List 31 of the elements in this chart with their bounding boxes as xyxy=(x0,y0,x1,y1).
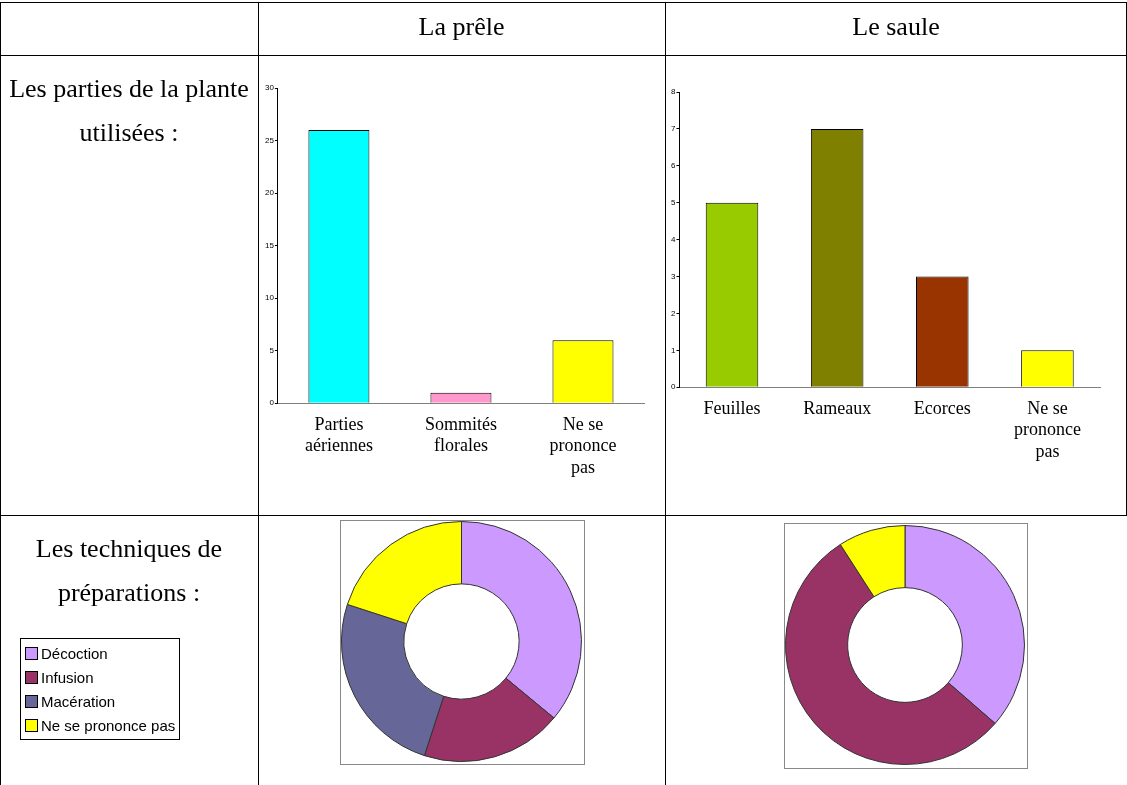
y-tick-label: 30 xyxy=(264,83,275,93)
y-tick-label: 6 xyxy=(671,161,676,170)
y-tick-label: 1 xyxy=(671,345,676,355)
x-tick-label: Parties aériennes xyxy=(304,413,373,456)
y-tick-label: 5 xyxy=(269,345,275,355)
y-tick-label: 25 xyxy=(264,135,275,145)
legend-label: Infusion xyxy=(40,667,95,688)
x-tick-label: Feuilles xyxy=(703,397,761,418)
y-tick-label: 0 xyxy=(269,398,275,408)
y-tick-label: 7 xyxy=(671,124,676,134)
text: Les techniques de préparations : xyxy=(34,533,224,609)
chart-title: Le saule xyxy=(851,12,941,42)
x-tick-label: Sommités florales xyxy=(424,413,497,456)
y-tick-label: 3 xyxy=(671,271,676,281)
legend-label: Ne se prononce pas xyxy=(40,715,176,736)
y-tick-label: 15 xyxy=(264,240,275,250)
x-tick-label: Ne se prononce pas xyxy=(1013,397,1081,461)
legend-label: Macération xyxy=(40,691,117,712)
legend-label: Décoction xyxy=(40,643,109,664)
chart-title: La prêle xyxy=(417,12,506,42)
y-tick-label: 0 xyxy=(671,382,676,392)
x-tick-label: Ecorces xyxy=(913,397,971,418)
y-tick-label: 2 xyxy=(671,308,676,318)
y-tick-label: 8 xyxy=(671,87,676,97)
x-tick-label: Ne se prononce pas xyxy=(549,413,617,477)
x-tick-label: Rameaux xyxy=(803,397,872,418)
y-tick-label: 10 xyxy=(264,293,275,303)
y-tick-label: 4 xyxy=(671,234,676,244)
text: Les parties de la plante utilisées : xyxy=(8,73,250,149)
y-tick-label: 5 xyxy=(671,197,676,207)
y-tick-label: 20 xyxy=(264,188,275,198)
